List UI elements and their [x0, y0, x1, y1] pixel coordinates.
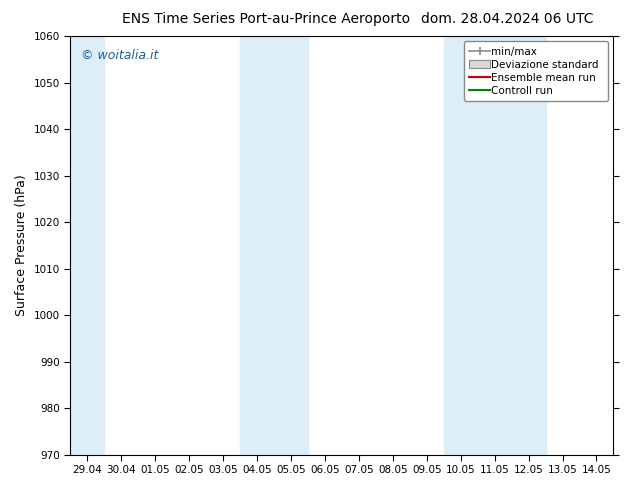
- Bar: [444, 36, 545, 455]
- Bar: [240, 36, 308, 455]
- Text: © woitalia.it: © woitalia.it: [81, 49, 158, 62]
- Y-axis label: Surface Pressure (hPa): Surface Pressure (hPa): [15, 174, 28, 316]
- Text: dom. 28.04.2024 06 UTC: dom. 28.04.2024 06 UTC: [421, 12, 593, 26]
- Bar: [70, 36, 104, 455]
- Legend: min/max, Deviazione standard, Ensemble mean run, Controll run: min/max, Deviazione standard, Ensemble m…: [464, 41, 608, 101]
- Text: ENS Time Series Port-au-Prince Aeroporto: ENS Time Series Port-au-Prince Aeroporto: [122, 12, 410, 26]
